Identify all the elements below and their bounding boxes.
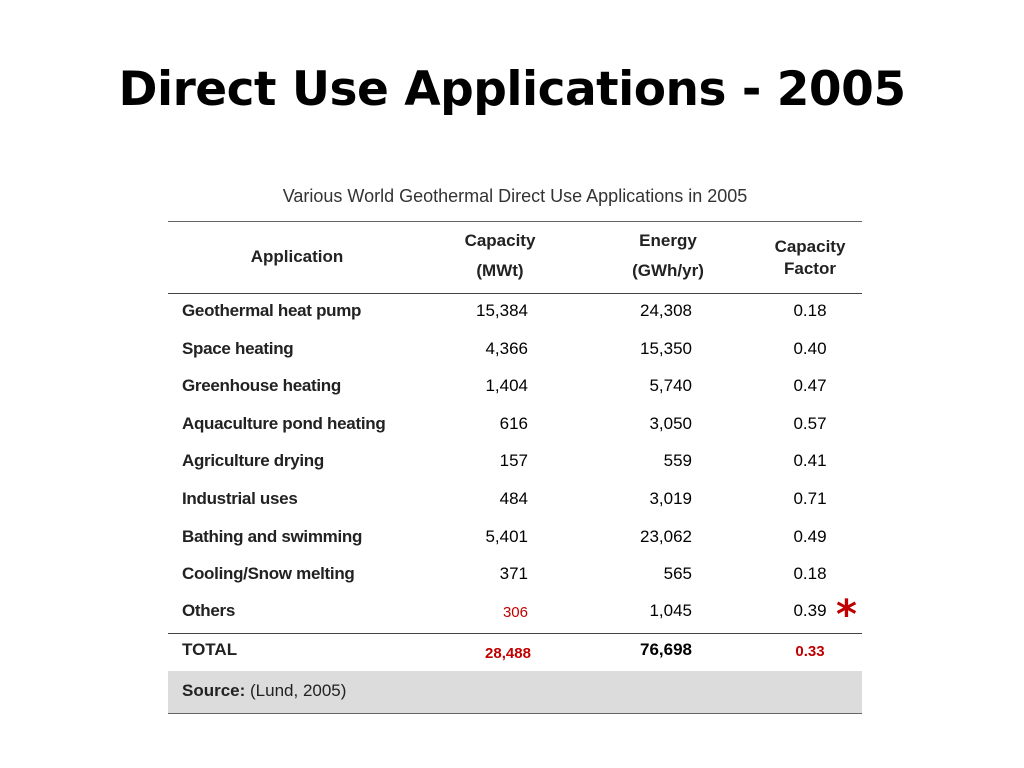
header-rule <box>168 293 862 294</box>
cell-capacity: 484 <box>499 489 528 508</box>
cell-energy: 15,350 <box>640 339 692 358</box>
cell-capacity: 15,384 <box>476 301 528 320</box>
cell-capacity: 1,404 <box>485 376 528 395</box>
table-row: Industrial uses 484 3,019 0.71 <box>168 484 862 521</box>
table-caption: Various World Geothermal Direct Use Appl… <box>282 186 748 206</box>
cell-application: Cooling/Snow melting <box>182 564 355 583</box>
cell-energy: 5,740 <box>649 376 692 395</box>
source-text: Source: (Lund, 2005) <box>182 678 346 704</box>
cell-capacity: 157 <box>499 451 528 470</box>
total-label: TOTAL <box>182 640 238 659</box>
table-row: Geothermal heat pump 15,384 24,308 0.18 <box>168 296 862 333</box>
cell-application: Others <box>182 601 235 620</box>
cell-capacity-factor: 0.41 <box>793 451 827 470</box>
source-label: Source: <box>182 681 246 700</box>
cell-capacity: 371 <box>499 564 528 583</box>
slide-title: Direct Use Applications - 2005 <box>118 62 906 117</box>
cell-capacity-factor: 0.47 <box>793 376 827 395</box>
cell-capacity-factor: 0.57 <box>793 414 827 433</box>
cell-application: Geothermal heat pump <box>182 301 362 320</box>
header-application: Application <box>250 247 344 266</box>
table-row: Others 306 1,045 0.39 <box>168 596 862 633</box>
cell-capacity: 5,401 <box>485 527 528 546</box>
cell-energy: 559 <box>663 451 692 470</box>
table-row: Aquaculture pond heating 616 3,050 0.57 <box>168 409 862 446</box>
header-energy: Energy (GWh/yr) <box>608 226 728 286</box>
cell-energy: 23,062 <box>640 527 692 546</box>
header-capacity-line2: (MWt) <box>476 261 524 280</box>
cell-application: Space heating <box>182 339 294 358</box>
cell-capacity-factor: 0.40 <box>793 339 827 358</box>
header-capacity: Capacity (MWt) <box>440 226 560 286</box>
cell-application: Industrial uses <box>182 489 298 508</box>
header-energy-line2: (GWh/yr) <box>632 261 704 280</box>
header-capacity-factor: Capacity Factor <box>760 236 860 280</box>
table-row: Bathing and swimming 5,401 23,062 0.49 <box>168 522 862 559</box>
total-capacity: 28,488 <box>485 645 531 662</box>
total-rule <box>168 633 862 634</box>
cell-energy: 3,050 <box>649 414 692 433</box>
header-cf-line2: Factor <box>784 259 836 278</box>
table-row: Greenhouse heating 1,404 5,740 0.47 <box>168 371 862 408</box>
cell-energy: 3,019 <box>649 489 692 508</box>
header-cf-line1: Capacity <box>774 237 846 256</box>
header-energy-line1: Energy <box>639 231 697 250</box>
cell-capacity: 4,366 <box>485 339 528 358</box>
cell-energy: 1,045 <box>649 601 692 620</box>
header-capacity-line1: Capacity <box>464 231 536 250</box>
cell-capacity-factor: 0.49 <box>793 527 827 546</box>
total-capacity-factor: 0.33 <box>795 643 825 660</box>
cell-application: Greenhouse heating <box>182 376 341 395</box>
cell-capacity-factor: 0.18 <box>793 301 827 320</box>
cell-capacity: 616 <box>499 414 528 433</box>
table-row: Space heating 4,366 15,350 0.40 <box>168 334 862 371</box>
total-row: TOTAL 28,488 76,698 0.33 <box>168 636 862 668</box>
table-row: Agriculture drying 157 559 0.41 <box>168 446 862 483</box>
cell-application: Bathing and swimming <box>182 527 363 546</box>
cell-capacity: 306 <box>502 604 528 621</box>
table-row: Cooling/Snow melting 371 565 0.18 <box>168 559 862 596</box>
source-row: Source: (Lund, 2005) <box>168 671 862 714</box>
cell-capacity-factor: 0.18 <box>793 564 827 583</box>
cell-application: Aquaculture pond heating <box>182 414 386 433</box>
annotation-asterisk: * <box>836 592 857 638</box>
cell-capacity-factor: 0.39 <box>793 601 827 620</box>
cell-energy: 565 <box>663 564 692 583</box>
total-energy: 76,698 <box>640 640 692 659</box>
cell-application: Agriculture drying <box>182 451 324 470</box>
cell-capacity-factor: 0.71 <box>793 489 827 508</box>
cell-energy: 24,308 <box>640 301 692 320</box>
source-citation: (Lund, 2005) <box>245 681 347 700</box>
table-top-rule <box>168 221 862 222</box>
